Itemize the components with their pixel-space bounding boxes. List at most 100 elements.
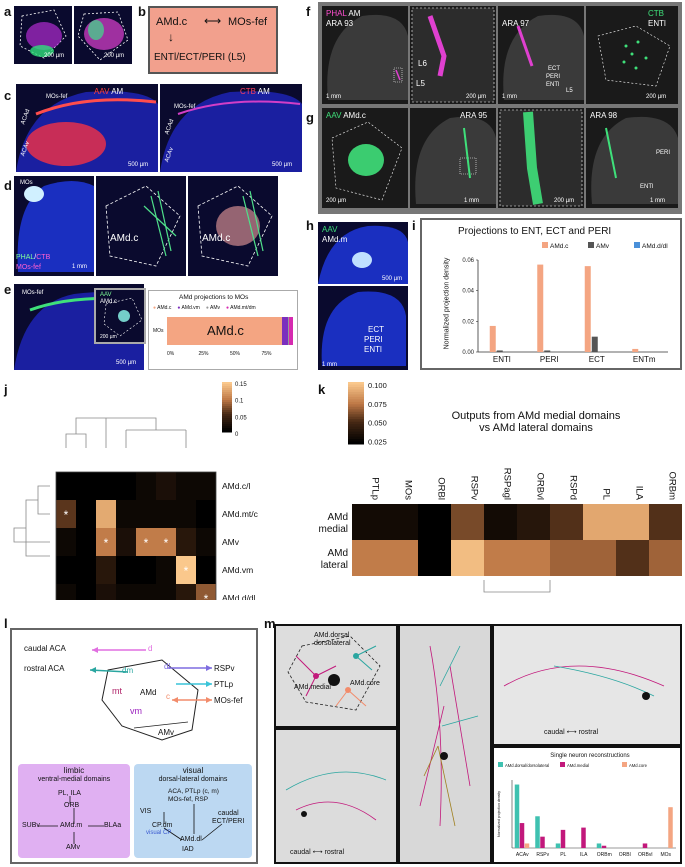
heatmap-cell: [156, 472, 176, 500]
column-label: RSPd: [568, 475, 579, 500]
heatmap-cell: [136, 500, 156, 528]
domain-c: c: [166, 692, 170, 701]
aav-label: AAV: [326, 111, 342, 120]
down-arrow-icon: ↓: [168, 30, 174, 44]
bar-segment: [167, 317, 282, 345]
colorbar-segment: [348, 411, 364, 415]
category-label: ORBvl: [638, 852, 652, 858]
colorbar-segment: [222, 408, 232, 411]
legend-dot-icon: ●: [225, 305, 230, 311]
heatmap-cell: [418, 504, 451, 540]
panel-h-image-1: AAV AMd.m 500 µm: [318, 222, 408, 284]
scale-text: 1 mm: [464, 198, 479, 204]
heatmap-cell: [616, 504, 649, 540]
legend-swatch: [634, 242, 640, 248]
legend-item: AMd.dorsal/dorsolateral: [505, 763, 549, 768]
neuron-coronal-svg: [419, 645, 479, 827]
significance-star: *: [144, 536, 149, 550]
colorbar-segment: [348, 426, 364, 430]
panel-g-image-4: ARA 98 PERI ENTl 1 mm: [586, 108, 678, 208]
panel-label-i: i: [412, 218, 416, 233]
heatmap-cell: [196, 472, 216, 500]
node-subv: SUBv: [22, 822, 40, 829]
heatmap-cell: [76, 584, 96, 600]
heatmap-cell: [116, 472, 136, 500]
limbic-arrows: [38, 796, 104, 844]
colorbar-segment: [222, 406, 232, 409]
mosfef-label: MOs-fef: [174, 104, 196, 110]
category-label: PL: [560, 852, 566, 858]
colorbar-segment: [348, 419, 364, 423]
colorbar-segment: [348, 389, 364, 393]
visual-title: visual: [182, 766, 204, 775]
peri-label: PERI: [364, 335, 383, 344]
heatmap-cell: [96, 528, 116, 556]
panel-i-chart: Projections to ENT, ECT and PERI Normali…: [420, 218, 682, 370]
heatmap-cell: [116, 584, 136, 600]
node-amdc: AMd.c: [156, 16, 188, 28]
mosfef-label: MOs-fef: [214, 696, 243, 705]
tracer-label: CTB: [240, 87, 256, 96]
panel-m-inset: AMd.dorsal dorsolateral AMd.medial AMd.c…: [276, 626, 396, 726]
panel-d-1-svg: [17, 181, 94, 272]
panel-a-image-right: 200 µm: [74, 6, 132, 64]
row-label: medial: [319, 524, 348, 535]
rostral-label: rostral: [578, 729, 599, 736]
panel-f-image-1: PHAL AM ARA 93 1 mm: [322, 6, 408, 104]
bar: [560, 829, 566, 848]
heatmap-cell: [56, 528, 76, 556]
limbic-subtitle: ventral-medial domains: [37, 776, 111, 783]
heatmap-cell: [451, 504, 484, 540]
category-label: ILA: [580, 852, 588, 858]
chart-title: Outputs from AMd medial domains vs AMd l…: [416, 410, 656, 434]
title-line: vs AMd lateral domains: [479, 422, 593, 434]
panel-label-l: l: [4, 616, 8, 631]
mosfef-label: MOs-fef: [16, 264, 41, 271]
colorbar-segment: [222, 404, 232, 407]
panel-e-chart: AMd projections to MOs ● AMd.c ● AMd.vm …: [148, 290, 298, 370]
row-label: AMd: [327, 512, 348, 523]
node-amdm: AMd.m: [60, 822, 83, 829]
scale-text: 500 µm: [116, 360, 137, 366]
legend-dot-icon: ●: [177, 305, 181, 311]
category-label: ENTm: [633, 355, 656, 364]
heatmap-cell: [136, 556, 156, 584]
heatmap-cell: [176, 528, 196, 556]
panel-e-inset: AAV AMd.c 200 µm: [94, 288, 146, 344]
panel-h-image-2: ECT PERI ENTl 1 mm: [318, 286, 408, 370]
ctb-label: CTB: [648, 9, 664, 18]
mosfef-label: MOs-fef: [46, 94, 68, 100]
panel-m-chart: Single neuron reconstructions AMd.dorsal/…: [494, 748, 680, 862]
colorbar-tick: 0.050: [368, 419, 387, 428]
legend: ● AMd.c ● AMd.vm ● AMv ● AMd.mt/dm: [153, 305, 256, 311]
panel-c-left-svg: [16, 91, 158, 172]
node-cpdm: CP.dm: [152, 822, 173, 829]
category-label: ORBm: [597, 852, 612, 858]
scale-text: 1 mm: [326, 94, 341, 100]
column-label: PTLp: [370, 477, 381, 500]
colorbar-segment: [348, 429, 364, 433]
colorbar-segment: [222, 398, 232, 401]
bar-chart-m: Single neuron reconstructionsAMd.dorsal/…: [497, 753, 676, 858]
panel-b-box: AMd.c ⟷ MOs-fef ↓ ENTl/ECT/PERI (L5): [148, 6, 278, 74]
panel-g-image-1: AAV AMd.c 200 µm: [322, 108, 408, 208]
legend-dot-icon: ●: [205, 305, 209, 311]
colorbar-segment: [222, 430, 232, 433]
heatmap-cell: [136, 472, 156, 500]
colorbar-segment: [348, 414, 364, 418]
heatmap-cell: [352, 540, 385, 576]
panel-h-2-svg: [321, 291, 406, 366]
scale-text: 200 µm: [104, 53, 125, 59]
colorbar-segment: [222, 388, 232, 391]
entl-label: ENTl: [640, 184, 654, 190]
amdc-label: AMd.c: [110, 233, 139, 244]
heatmap-cell: [451, 540, 484, 576]
aav-label: AAV: [100, 292, 112, 298]
amd-label: AMd: [140, 688, 157, 697]
column-label: MOs: [403, 480, 414, 500]
chart-title: Projections to ENT, ECT and PERI: [458, 226, 612, 237]
node-amv: AMv: [66, 844, 80, 851]
panel-label-e: e: [4, 282, 12, 297]
entl-label: ENTl: [364, 345, 382, 354]
significance-star: *: [184, 564, 189, 578]
